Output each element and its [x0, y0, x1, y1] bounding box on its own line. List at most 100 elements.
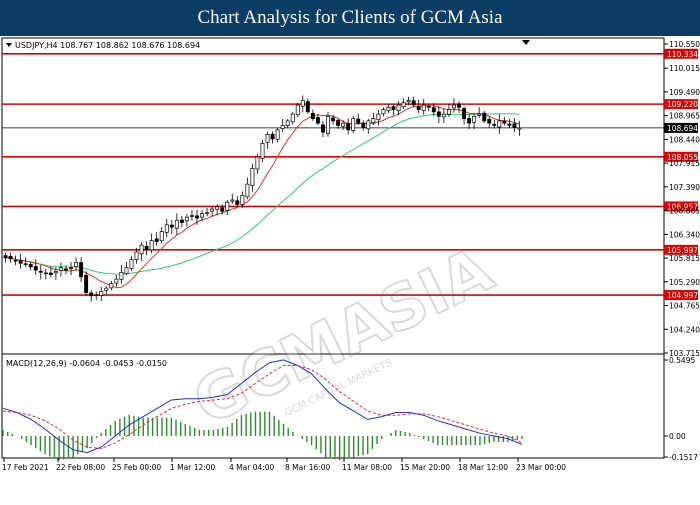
candle — [119, 265, 124, 284]
candle — [421, 98, 426, 115]
candle — [260, 139, 265, 163]
candle — [346, 118, 351, 135]
candle — [184, 214, 189, 227]
candle — [159, 227, 164, 244]
candle — [8, 252, 13, 263]
candle — [265, 131, 270, 149]
candle — [255, 153, 260, 174]
candle — [295, 102, 300, 118]
level-price-badge — [664, 48, 698, 59]
symbol-dropdown-icon[interactable] — [6, 43, 12, 47]
candle — [144, 241, 149, 256]
level-price-label: 105.997 — [667, 246, 698, 255]
candle — [416, 99, 421, 114]
candle — [109, 280, 114, 291]
candle — [441, 108, 446, 124]
time-tick-label: 17 Feb 2021 — [2, 463, 49, 472]
main-plot-area[interactable] — [1, 37, 665, 459]
price-tick-label: 105.290 — [669, 278, 700, 287]
candle — [84, 271, 89, 297]
candle — [497, 114, 502, 134]
indicator-label: MACD(12,26,9) -0.0604 -0.0453 -0.0150 — [6, 359, 167, 368]
candle — [235, 195, 240, 207]
time-tick-label: 22 Feb 08:00 — [56, 463, 105, 472]
candle — [386, 103, 391, 113]
candle — [28, 261, 33, 271]
price-tick-label: 107.915 — [669, 159, 700, 168]
candle — [195, 209, 199, 225]
candle — [179, 215, 184, 227]
price-tick-label: 108.965 — [669, 112, 700, 121]
candle — [502, 117, 507, 126]
candle — [487, 116, 492, 128]
candle — [139, 242, 144, 261]
price-tick-label: 108.440 — [669, 135, 700, 144]
candle — [457, 101, 461, 114]
candle — [517, 121, 522, 136]
candle — [472, 113, 477, 130]
macd-tick-label: -0.1517 — [669, 453, 698, 462]
candle — [240, 191, 245, 208]
candle — [426, 103, 431, 112]
candle — [280, 119, 285, 133]
candle — [446, 103, 451, 117]
candle — [361, 120, 366, 131]
level-price-badge — [664, 201, 698, 212]
macd-line — [2, 359, 523, 454]
candle-layer — [3, 95, 522, 302]
candle — [129, 256, 134, 272]
candle — [74, 257, 79, 271]
time-tick-label: 1 Mar 12:00 — [170, 463, 216, 472]
time-tick-label: 4 Mar 04:00 — [229, 463, 275, 472]
candle — [94, 291, 99, 301]
level-price-badge — [664, 99, 698, 110]
time-tick-label: 8 Mar 16:00 — [285, 463, 331, 472]
candle — [154, 232, 159, 246]
chart-canvas[interactable]: GCMASIA GCM CAPITAL MARKETS USDJPY,H4 10… — [0, 36, 700, 500]
candle — [371, 112, 376, 126]
candle — [89, 290, 94, 302]
level-price-label: 106.957 — [667, 202, 698, 211]
time-tick-label: 15 Mar 20:00 — [400, 463, 450, 472]
price-tick-label: 110.015 — [669, 64, 700, 73]
candle — [149, 233, 154, 254]
candle — [18, 253, 23, 269]
price-tick-label: 109.490 — [669, 88, 700, 97]
candle — [104, 286, 109, 295]
candle — [462, 106, 467, 125]
candle — [482, 110, 487, 123]
candle — [33, 259, 38, 275]
candle — [220, 204, 225, 215]
page-title: Chart Analysis for Clients of GCM Asia — [0, 0, 700, 36]
price-tick-label: 104.765 — [669, 302, 700, 311]
shift-marker-icon[interactable] — [522, 40, 530, 45]
candle — [58, 262, 63, 277]
candle — [391, 104, 396, 116]
candle — [230, 193, 235, 204]
current-price-label: 108.694 — [667, 124, 698, 133]
candle — [245, 177, 250, 200]
candle — [315, 113, 320, 126]
candle — [351, 115, 356, 134]
candle — [336, 118, 341, 129]
candle — [321, 121, 325, 138]
candle — [310, 109, 315, 121]
candle — [225, 199, 230, 216]
level-price-label: 108.055 — [667, 153, 698, 162]
candle — [411, 96, 416, 108]
candle — [43, 268, 48, 280]
time-tick-label: 11 Mar 08:00 — [342, 463, 392, 472]
chart-window[interactable]: GCMASIA GCM CAPITAL MARKETS USDJPY,H4 10… — [0, 36, 700, 500]
candle — [13, 255, 18, 266]
level-price-badge — [664, 244, 698, 255]
candle — [215, 204, 220, 216]
candle — [431, 103, 436, 117]
candle — [64, 265, 68, 275]
candle — [200, 210, 204, 222]
candle — [285, 118, 290, 129]
time-axis: 17 Feb 2021 22 Feb 08:00 25 Feb 00:00 1 Mar… — [2, 458, 566, 472]
price-tick-label: 106.340 — [669, 230, 700, 239]
price-tick-label: 110.550 — [669, 40, 700, 49]
price-tick-label: 105.815 — [669, 254, 700, 263]
candle — [477, 107, 482, 118]
